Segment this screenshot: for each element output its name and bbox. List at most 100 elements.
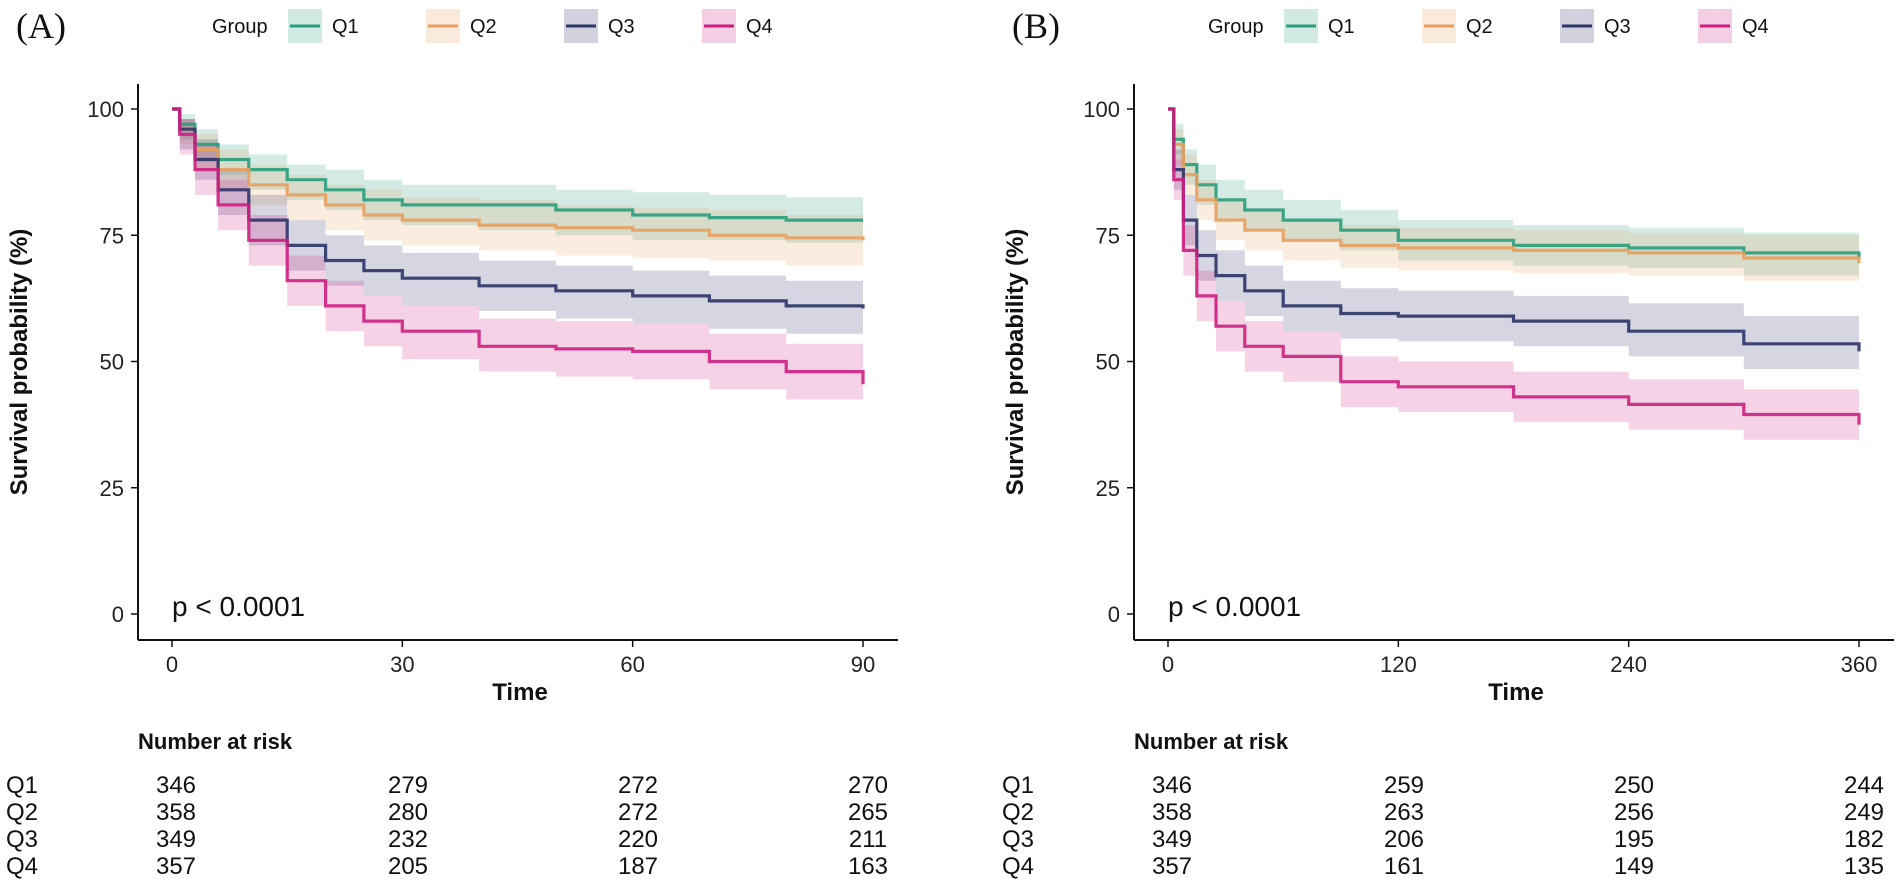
legend-label: Q2 (470, 16, 497, 38)
risk-value: 346 (1152, 772, 1192, 799)
risk-row-label: Q1 (1002, 772, 1034, 799)
ci-band-q1 (172, 109, 863, 246)
y-tick-label: 0 (1108, 602, 1120, 627)
legend-item-q2: Q2 (1422, 9, 1493, 43)
x-axis-title: Time (492, 679, 548, 706)
risk-value: 182 (1844, 826, 1884, 853)
y-axis-title: Survival probability (%) (1002, 229, 1029, 496)
risk-value: 250 (1614, 772, 1654, 799)
risk-value: 161 (1384, 853, 1424, 880)
x-tick-label: 360 (1841, 652, 1878, 677)
legend: Group Q1 Q2 Q3 Q4 (212, 9, 773, 43)
risk-value: 163 (848, 853, 888, 880)
risk-row-q2: Q2 358 263 256 249 (1002, 799, 1884, 826)
legend-label: Q4 (746, 16, 773, 38)
ci-band-q2 (172, 109, 863, 266)
y-tick-label: 50 (1096, 350, 1120, 375)
ci-band-q3 (172, 109, 863, 337)
survival-curve-q4 (1168, 107, 1861, 425)
x-tick-label: 30 (390, 652, 414, 677)
risk-value: 211 (849, 826, 887, 853)
x-tick-label: 0 (166, 652, 178, 677)
risk-row-q2: Q2 358 280 272 265 (6, 799, 888, 826)
x-tick-label: 90 (851, 652, 875, 677)
risk-value: 272 (618, 772, 658, 799)
risk-value: 206 (1384, 826, 1424, 853)
legend-label: Q1 (1328, 16, 1355, 38)
legend-title: Group (1208, 16, 1264, 38)
x-axis-title: Time (1488, 679, 1544, 706)
legend-item-q1: Q1 (1284, 9, 1355, 43)
survival-curve-q4 (172, 107, 865, 385)
legend-item-q4: Q4 (702, 9, 773, 43)
risk-value: 349 (156, 826, 196, 853)
ci-band-q1 (1168, 109, 1859, 281)
risk-value: 358 (156, 799, 196, 826)
risk-row-q3: Q3 349 232 220 211 (6, 826, 887, 853)
x-tick-label: 240 (1610, 652, 1647, 677)
legend-label: Q3 (608, 16, 635, 38)
risk-value: 265 (848, 799, 888, 826)
x-tick-label: 0 (1162, 652, 1174, 677)
risk-row-q4: Q4 357 161 149 135 (1002, 853, 1884, 880)
x-tick-label: 120 (1380, 652, 1417, 677)
risk-title: Number at risk (1134, 729, 1289, 754)
risk-value: 358 (1152, 799, 1192, 826)
y-tick-label: 75 (1096, 223, 1120, 248)
y-tick-label: 25 (100, 476, 124, 501)
survival-curve-q2 (172, 107, 865, 241)
y-tick-label: 100 (1083, 97, 1120, 122)
risk-value: 346 (156, 772, 196, 799)
risk-value: 270 (848, 772, 888, 799)
risk-value: 135 (1844, 853, 1884, 880)
risk-value: 232 (388, 826, 428, 853)
panel-label: (A) (16, 6, 66, 46)
risk-row-label: Q4 (1002, 853, 1034, 880)
survival-curve-q1 (172, 107, 863, 222)
risk-value: 205 (388, 853, 428, 880)
risk-row-label: Q3 (6, 826, 38, 853)
risk-row-q1: Q1 346 279 272 270 (6, 772, 888, 799)
legend: Group Q1 Q2 Q3 Q4 (1208, 9, 1769, 43)
risk-row-label: Q4 (6, 853, 38, 880)
legend-item-q3: Q3 (1560, 9, 1631, 43)
risk-value: 259 (1384, 772, 1424, 799)
legend-item-q4: Q4 (1698, 9, 1769, 43)
p-value: p < 0.0001 (1168, 591, 1301, 622)
y-tick-label: 50 (100, 350, 124, 375)
risk-table: Number at risk Q1 346 259 250 244 Q2 358 263 256 2… (1002, 729, 1884, 880)
risk-row-label: Q3 (1002, 826, 1034, 853)
legend-label: Q3 (1604, 16, 1631, 38)
risk-row-q1: Q1 346 259 250 244 (1002, 772, 1884, 799)
risk-value: 195 (1614, 826, 1654, 853)
risk-value: 279 (388, 772, 428, 799)
risk-row-label: Q1 (6, 772, 38, 799)
legend-title: Group (212, 16, 268, 38)
y-tick-label: 100 (87, 97, 124, 122)
legend-label: Q4 (1742, 16, 1769, 38)
risk-value: 220 (618, 826, 658, 853)
risk-value: 272 (618, 799, 658, 826)
legend-item-q1: Q1 (288, 9, 359, 43)
panel-label: (B) (1012, 6, 1060, 46)
risk-row-label: Q2 (6, 799, 38, 826)
risk-value: 357 (1152, 853, 1192, 880)
legend-item-q3: Q3 (564, 9, 635, 43)
ci-band-q4 (172, 109, 863, 407)
risk-value: 256 (1614, 799, 1654, 826)
risk-value: 349 (1152, 826, 1192, 853)
y-tick-label: 0 (112, 602, 124, 627)
x-tick-label: 60 (620, 652, 644, 677)
y-tick-label: 25 (1096, 476, 1120, 501)
legend-label: Q2 (1466, 16, 1493, 38)
risk-row-q4: Q4 357 205 187 163 (6, 853, 888, 880)
risk-value: 149 (1614, 853, 1654, 880)
y-axis-title: Survival probability (%) (6, 229, 33, 496)
legend-item-q2: Q2 (426, 9, 497, 43)
risk-row-q3: Q3 349 206 195 182 (1002, 826, 1884, 853)
risk-value: 244 (1844, 772, 1884, 799)
